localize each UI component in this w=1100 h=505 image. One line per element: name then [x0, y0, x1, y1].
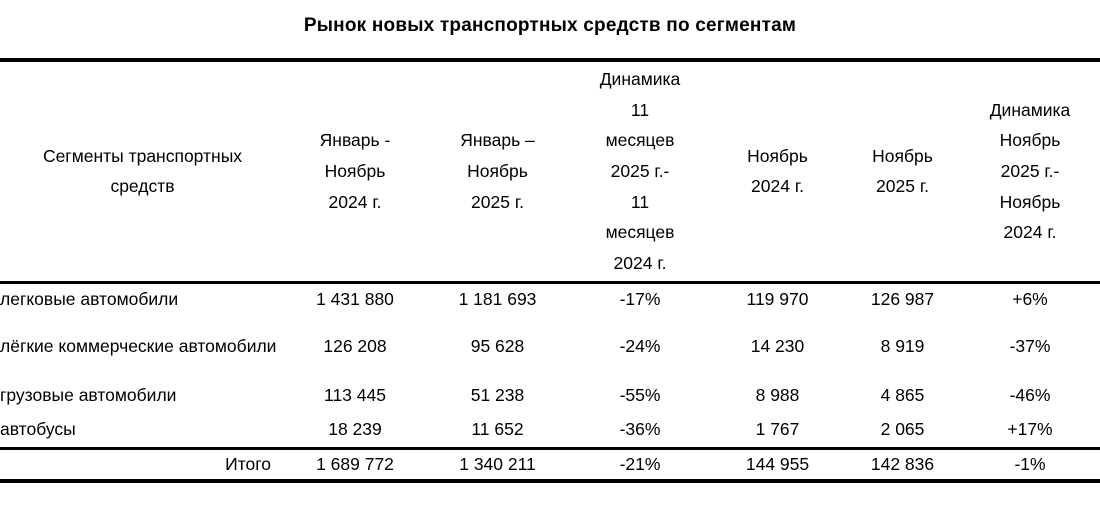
- value-cell: 8 919: [880, 336, 925, 357]
- value-cell: -17%: [619, 288, 661, 309]
- value-cell: 1 181 693: [458, 288, 537, 309]
- table-header: Сегменты транспортных средств Январь - Н…: [0, 60, 1100, 284]
- value-cell: -55%: [619, 384, 661, 405]
- table-row-trucks: грузовые автомобили 113 445 51 238 -55% …: [0, 378, 1100, 413]
- value-cell: 51 238: [470, 384, 525, 405]
- segment-cell: автобусы: [0, 418, 76, 439]
- value-cell: 4 865: [880, 384, 925, 405]
- value-cell: +6%: [1012, 288, 1048, 309]
- value-cell: 8 988: [755, 384, 800, 405]
- page-title: Рынок новых транспортных средств по сегм…: [303, 15, 797, 36]
- col-header-segments: Сегменты транспортных средств: [0, 60, 285, 284]
- value-cell: 126 987: [870, 288, 935, 309]
- value-cell: 1 767: [755, 418, 800, 439]
- segment-cell: лёгкие коммерческие автомобили: [0, 336, 277, 357]
- value-cell: -46%: [1009, 384, 1051, 405]
- total-label: Итого: [0, 446, 285, 484]
- table-row-buses: автобусы 18 239 11 652 -36% 1 767 2 065 …: [0, 413, 1100, 448]
- value-cell: 14 230: [750, 336, 805, 357]
- segment-cell: легковые автомобили: [0, 288, 179, 309]
- col-header-dynamics-november: Динамика Ноябрь 2025 г.- Ноябрь 2024 г.: [960, 60, 1100, 284]
- total-value-cell: -21%: [570, 446, 710, 484]
- value-cell: 18 239: [328, 418, 382, 439]
- col-header-dynamics-11-months: Динамика 11 месяцев 2025 г.- 11 месяцев …: [570, 60, 710, 284]
- value-cell: 119 970: [746, 288, 809, 309]
- total-value-cell: -1%: [960, 446, 1100, 484]
- value-cell: +17%: [1007, 418, 1053, 439]
- vehicle-segments-table: Сегменты транспортных средств Январь - Н…: [0, 58, 1100, 484]
- col-header-jan-nov-2025: Январь – Ноябрь 2025 г.: [425, 60, 570, 284]
- value-cell: 113 445: [324, 384, 386, 405]
- table-footer: Итого 1 689 772 1 340 211 -21% 144 955 1…: [0, 446, 1100, 484]
- table-header-row: Сегменты транспортных средств Январь - Н…: [0, 60, 1100, 284]
- total-value-cell: 144 955: [710, 446, 845, 484]
- value-cell: -37%: [1009, 336, 1051, 357]
- table-row-light-commercial: лёгкие коммерческие автомобили 126 208 9…: [0, 316, 1100, 378]
- value-cell: -36%: [619, 418, 661, 439]
- table-row-passenger-cars: легковые автомобили 1 431 880 1 181 693 …: [0, 282, 1100, 316]
- value-cell: -24%: [619, 336, 661, 357]
- col-header-jan-nov-2024: Январь - Ноябрь 2024 г.: [285, 60, 425, 284]
- value-cell: 1 431 880: [316, 288, 394, 309]
- segment-cell: грузовые автомобили: [0, 384, 177, 405]
- col-header-nov-2024: Ноябрь 2024 г.: [710, 60, 845, 284]
- value-cell: 11 652: [471, 418, 524, 439]
- total-value-cell: 1 689 772: [285, 446, 425, 484]
- value-cell: 2 065: [880, 418, 925, 439]
- value-cell: 95 628: [470, 336, 525, 357]
- table-total-row: Итого 1 689 772 1 340 211 -21% 144 955 1…: [0, 446, 1100, 484]
- col-header-nov-2025: Ноябрь 2025 г.: [845, 60, 960, 284]
- value-cell: 126 208: [323, 336, 387, 357]
- total-value-cell: 1 340 211: [425, 446, 570, 484]
- total-value-cell: 142 836: [845, 446, 960, 484]
- table-body: легковые автомобили 1 431 880 1 181 693 …: [0, 282, 1100, 448]
